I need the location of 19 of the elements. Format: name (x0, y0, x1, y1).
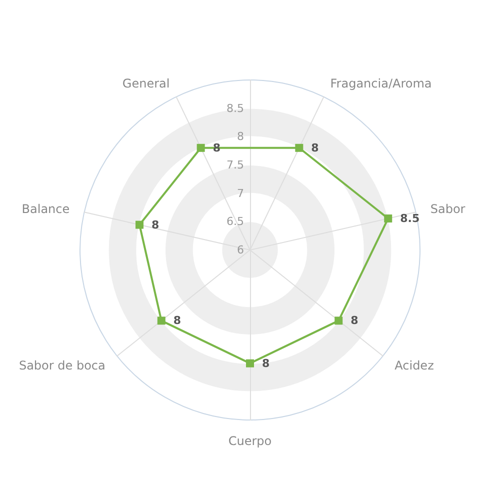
y-tick-label: 8.5 (226, 102, 244, 115)
y-tick-label: 6.5 (226, 215, 244, 228)
spoke-label: Balance (22, 202, 70, 216)
data-label: 8 (262, 356, 270, 370)
spoke-label: Sabor (430, 202, 466, 216)
y-tick-label: 6 (237, 244, 244, 256)
y-tick-label: 7.5 (226, 158, 244, 172)
data-label: 8 (350, 314, 358, 328)
data-label: 8 (152, 218, 160, 232)
data-label: 8 (311, 141, 319, 154)
spoke-label: Cuerpo (228, 434, 272, 448)
spoke-label: General (122, 76, 170, 90)
y-tick-label: 8 (237, 130, 244, 144)
data-label: 8 (173, 314, 182, 328)
spoke-label: Fragancia/Aroma (330, 76, 432, 90)
spoke-label: Acidez (394, 358, 434, 372)
spoke-label: Sabor de boca (18, 358, 106, 372)
data-label: 8.5 (400, 212, 420, 225)
y-tick-label: 7 (237, 186, 244, 200)
